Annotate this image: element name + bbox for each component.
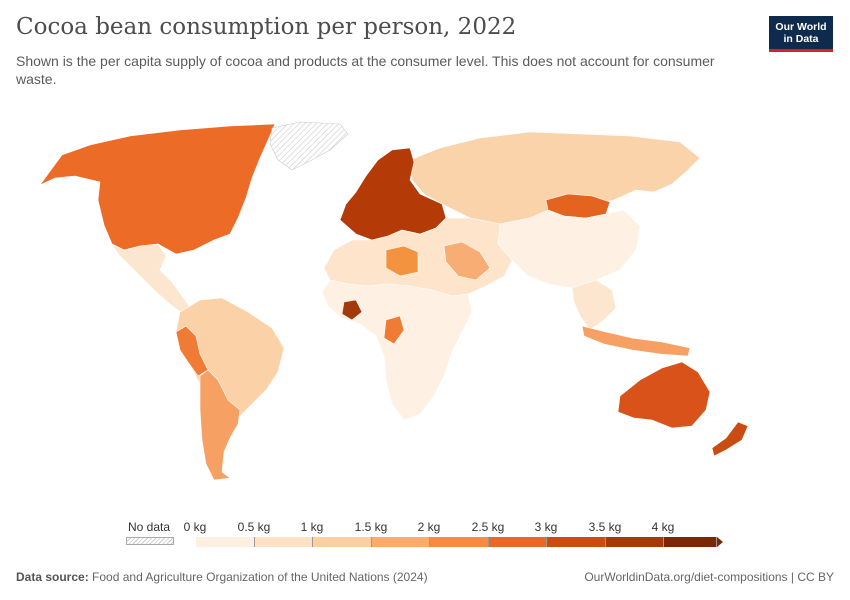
region-east-asia[interactable]: China and East Asia [497, 209, 641, 289]
legend-tick-0: 0 kg [183, 520, 207, 534]
region-indonesia[interactable]: Indonesia [581, 325, 691, 357]
legend-no-data-label: No data [128, 520, 171, 534]
logo-line-1: Our World [775, 21, 827, 33]
footer-source: Data source: Food and Agriculture Organi… [16, 570, 428, 584]
region-sub-saharan-africa[interactable]: Sub-Saharan Africa [321, 279, 473, 421]
owid-logo[interactable]: Our World in Data [769, 16, 833, 52]
legend-arrow [717, 537, 723, 547]
world-map: Canada and USA Greenland Mexico and Cent… [39, 121, 749, 481]
region-greenland[interactable]: Greenland [269, 121, 349, 171]
legend-bin-4 [430, 537, 489, 547]
source-text[interactable]: Food and Agriculture Organization of the… [92, 570, 428, 584]
source-label: Data source: [16, 570, 89, 584]
legend-bin-5 [488, 537, 547, 547]
legend-tick-4: 2 kg [417, 520, 441, 534]
region-libya[interactable]: Libya [385, 245, 419, 277]
chart-subtitle: Shown is the per capita supply of cocoa … [16, 53, 715, 87]
legend-bin-2 [313, 537, 372, 547]
region-cote-divoire[interactable]: Côte d'Ivoire [341, 299, 363, 321]
region-new-zealand[interactable]: New Zealand [711, 421, 749, 457]
region-north-america[interactable]: Canada and USA [39, 123, 276, 255]
region-central-america[interactable]: Mexico and Central America [111, 243, 193, 317]
legend-bin-1 [254, 537, 313, 547]
footer-url[interactable]: OurWorldinData.org/diet-compositions | C… [584, 570, 834, 584]
legend-tick-6: 3 kg [534, 520, 558, 534]
legend-tick-7: 3.5 kg [588, 520, 622, 534]
legend-tick-2: 1 kg [300, 520, 324, 534]
legend-bin-7 [605, 537, 664, 547]
legend-tick-8: 4 kg [651, 520, 675, 534]
region-saudi-arabia[interactable]: Saudi Arabia [443, 241, 491, 281]
legend-bin-0 [196, 537, 255, 547]
region-south-america[interactable]: South America [175, 297, 285, 439]
logo-line-2: in Data [783, 33, 819, 45]
legend-bin-8 [664, 537, 717, 547]
legend-tick-5: 2.5 kg [471, 520, 505, 534]
region-russia[interactable]: Russia and Central Asia [409, 131, 701, 225]
region-gabon-congo[interactable]: Gabon and Congo [383, 315, 405, 345]
region-australia[interactable]: Australia [617, 361, 711, 429]
region-southern-cone[interactable]: Chile and Argentina [199, 369, 241, 481]
chart-title: Cocoa bean consumption per person, 2022 [16, 14, 517, 40]
legend-no-data-swatch [126, 537, 174, 545]
legend-tick-3: 1.5 kg [354, 520, 388, 534]
legend-bin-3 [371, 537, 430, 547]
region-southeast-asia[interactable]: Southeast Asia [571, 279, 617, 331]
legend-bin-6 [547, 537, 606, 547]
legend-tick-1: 0.5 kg [237, 520, 271, 534]
color-legend: No data 0 kg 0.5 kg 1 kg 1.5 kg 2 kg 2.5… [0, 515, 850, 555]
